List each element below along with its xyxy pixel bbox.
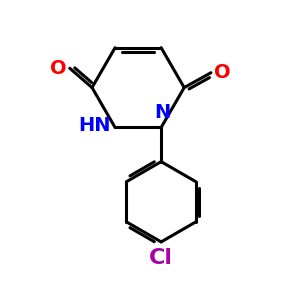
Text: HN: HN bbox=[78, 116, 111, 136]
Text: O: O bbox=[214, 63, 231, 82]
Text: Cl: Cl bbox=[149, 248, 173, 268]
Text: N: N bbox=[154, 103, 171, 122]
Text: O: O bbox=[50, 59, 66, 78]
